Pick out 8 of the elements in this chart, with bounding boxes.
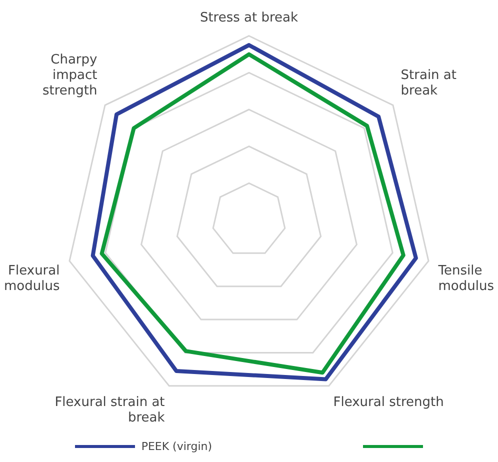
spoke-label: Tensile modulus — [437, 263, 494, 294]
spoke-label: Flexural modulus — [4, 263, 60, 294]
spoke-label: Flexural strain at break — [54, 395, 166, 426]
text: PEEK (virgin) — [141, 440, 212, 453]
spoke-label: Stress at break — [200, 10, 299, 26]
spoke-label: Flexural strength — [333, 395, 444, 410]
spoke-label: Charpy impact strength — [42, 52, 98, 99]
spoke-label: Strain at break — [400, 68, 456, 99]
